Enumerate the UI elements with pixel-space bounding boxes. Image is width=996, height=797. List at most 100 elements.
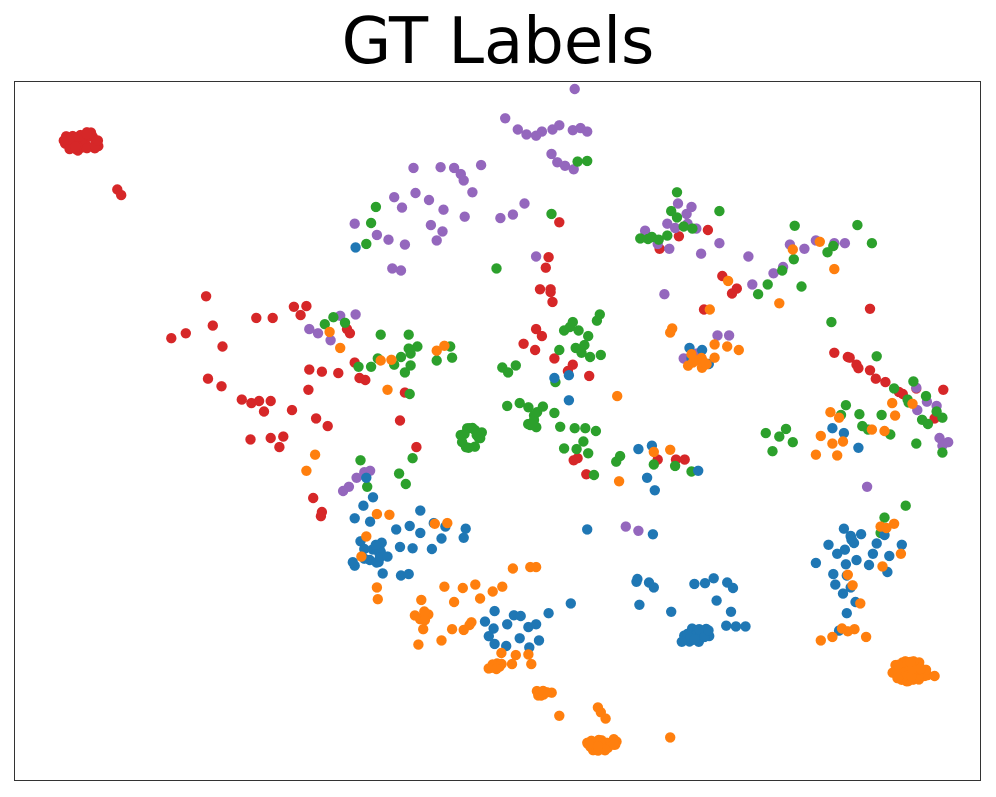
scatter-point [614, 450, 626, 462]
scatter-point [344, 328, 356, 339]
scatter-point [937, 412, 948, 423]
scatter-point [789, 220, 800, 231]
scatter-point [672, 198, 684, 209]
scatter-point [322, 420, 333, 432]
scatter-point [489, 638, 500, 650]
scatter-point [703, 625, 714, 636]
scatter-point [838, 523, 850, 534]
scatter-point [700, 358, 711, 369]
scatter-point [709, 352, 720, 363]
scatter-point [404, 520, 415, 532]
scatter-point [274, 441, 285, 453]
scatter-point [354, 372, 365, 384]
scatter-point [796, 281, 807, 292]
scatter-point [415, 505, 426, 516]
scatter-point [787, 244, 798, 255]
scatter-point [864, 365, 876, 376]
scatter-point [351, 472, 362, 483]
scatter-point [403, 343, 414, 354]
scatter-point [665, 732, 676, 743]
scatter-point [253, 395, 265, 407]
scatter-point [436, 533, 447, 544]
scatter-point [361, 238, 372, 250]
scatter-point [389, 192, 400, 203]
scatter-point [416, 594, 427, 606]
scatter-point [547, 296, 558, 308]
scatter-point [870, 373, 881, 384]
scatter-point [648, 582, 659, 593]
scatter-point [474, 593, 486, 604]
scatter-point [288, 301, 300, 312]
scatter-point [888, 518, 900, 529]
scatter-point [762, 279, 773, 290]
scatter-point [500, 113, 511, 124]
scatter-point [662, 218, 673, 229]
scatter-point [438, 204, 449, 215]
scatter-point [506, 658, 518, 670]
scatter-point [410, 187, 421, 199]
scatter-point [840, 559, 852, 570]
scatter-point [463, 442, 474, 453]
scatter-point [832, 450, 843, 461]
scatter-point [403, 329, 414, 340]
scatter-point [458, 175, 469, 186]
scatter-point [411, 441, 422, 453]
scatter-point [458, 532, 469, 543]
scatter-point [830, 579, 841, 590]
scatter-point [364, 516, 376, 527]
scatter-point [216, 381, 227, 392]
scatter-point [393, 468, 405, 479]
scatter-point [582, 155, 593, 167]
scatter-point [827, 631, 838, 643]
scatter-point [526, 419, 537, 430]
scatter-point [884, 550, 895, 562]
scatter-point [394, 415, 406, 426]
scatter-point [510, 649, 521, 661]
scatter-point [473, 432, 484, 443]
scatter-point [888, 383, 900, 394]
scatter-point [774, 298, 785, 309]
scatter-point [563, 370, 575, 381]
scatter-point [356, 551, 367, 562]
scatter-point [876, 409, 887, 421]
scatter-point [565, 598, 576, 609]
scatter-point [370, 201, 382, 213]
scatter-point [567, 316, 578, 328]
scatter-point [578, 436, 589, 447]
scatter-point [915, 663, 926, 674]
scatter-point [678, 221, 689, 232]
scatter-point [507, 563, 519, 574]
scatter-point [510, 360, 521, 371]
scatter-point [429, 518, 440, 529]
scatter-point [403, 568, 414, 580]
scatter-point [523, 402, 534, 413]
scatter-point [864, 303, 876, 314]
scatter-point [911, 438, 922, 449]
scatter-point [502, 619, 513, 630]
scatter-point [497, 581, 508, 592]
scatter-point [648, 459, 659, 470]
scatter-point [823, 539, 834, 550]
scatter-point [180, 328, 191, 339]
scatter-point [301, 465, 312, 476]
scatter-point [866, 238, 878, 249]
scatter-point [929, 670, 940, 682]
scatter-point [408, 162, 419, 174]
scatter-point [355, 455, 366, 466]
scatter-point [319, 319, 330, 330]
scatter-point [316, 366, 328, 377]
scatter-point [58, 135, 69, 146]
scatter-point [536, 330, 548, 342]
scatter-point [810, 557, 822, 569]
scatter-point [836, 623, 848, 634]
scatter-point [457, 582, 468, 594]
scatter-point [694, 624, 705, 635]
scatter-point [852, 219, 863, 231]
scatter-point [722, 341, 733, 352]
scatter-point [665, 444, 676, 455]
scatter-point [559, 160, 571, 171]
scatter-point [595, 349, 606, 361]
scatter-point [324, 326, 335, 338]
scatter-point [70, 141, 81, 152]
